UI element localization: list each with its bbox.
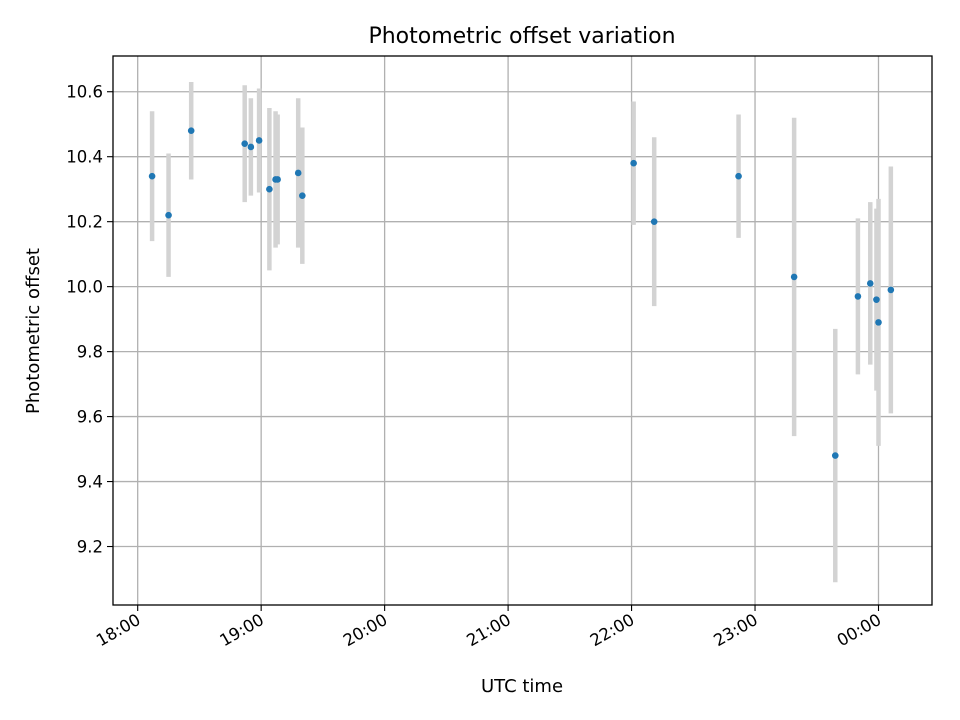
- data-point: [165, 211, 172, 219]
- data-point: [866, 280, 874, 287]
- data-point: [294, 169, 302, 177]
- data-point: [790, 273, 798, 281]
- data-point: [266, 185, 273, 193]
- data-point: [148, 172, 156, 180]
- y-tick-label: 9.2: [77, 538, 103, 557]
- data-point: [241, 140, 248, 148]
- y-tick-label: 9.6: [77, 408, 103, 427]
- data-point: [873, 296, 880, 303]
- x-tick-label: 22:00: [587, 610, 638, 650]
- data-point: [887, 286, 895, 294]
- data-point: [875, 319, 882, 326]
- x-tick-label: 19:00: [216, 610, 267, 650]
- plot-frame: [112, 55, 933, 606]
- x-tick-label: 20:00: [340, 610, 391, 650]
- x-axis-ticks: 18:00 19:00 20:00 21:00 22:00 23:00 00:00: [93, 605, 884, 650]
- data-point: [650, 218, 658, 225]
- data-point: [247, 143, 255, 151]
- y-tick-label: 10.0: [66, 278, 103, 297]
- data-point: [187, 127, 195, 135]
- y-tick-label: 10.2: [66, 213, 103, 232]
- data-point: [630, 159, 637, 167]
- x-tick-label: 21:00: [463, 610, 514, 650]
- data-point: [854, 293, 862, 300]
- x-tick-label: 23:00: [710, 610, 761, 650]
- y-tick-label: 10.4: [66, 148, 103, 167]
- data-point: [735, 172, 742, 180]
- chart-title: Photometric offset variation: [368, 24, 675, 49]
- y-tick-label: 9.8: [77, 343, 103, 362]
- grid: [113, 56, 932, 605]
- x-axis-label: UTC time: [481, 676, 563, 697]
- y-tick-label: 10.6: [66, 83, 103, 102]
- data-point: [299, 192, 306, 199]
- data-points: [148, 127, 895, 459]
- y-axis-label: Photometric offset: [23, 248, 44, 414]
- y-axis-ticks: 9.2 9.4 9.6 9.8 10.0 10.2 10.4 10.6: [66, 83, 113, 557]
- y-tick-label: 9.4: [77, 473, 103, 492]
- data-point: [831, 452, 839, 459]
- data-point: [274, 176, 281, 183]
- x-tick-label: 00:00: [834, 610, 885, 650]
- x-tick-label: 18:00: [93, 610, 144, 650]
- data-point: [255, 137, 263, 144]
